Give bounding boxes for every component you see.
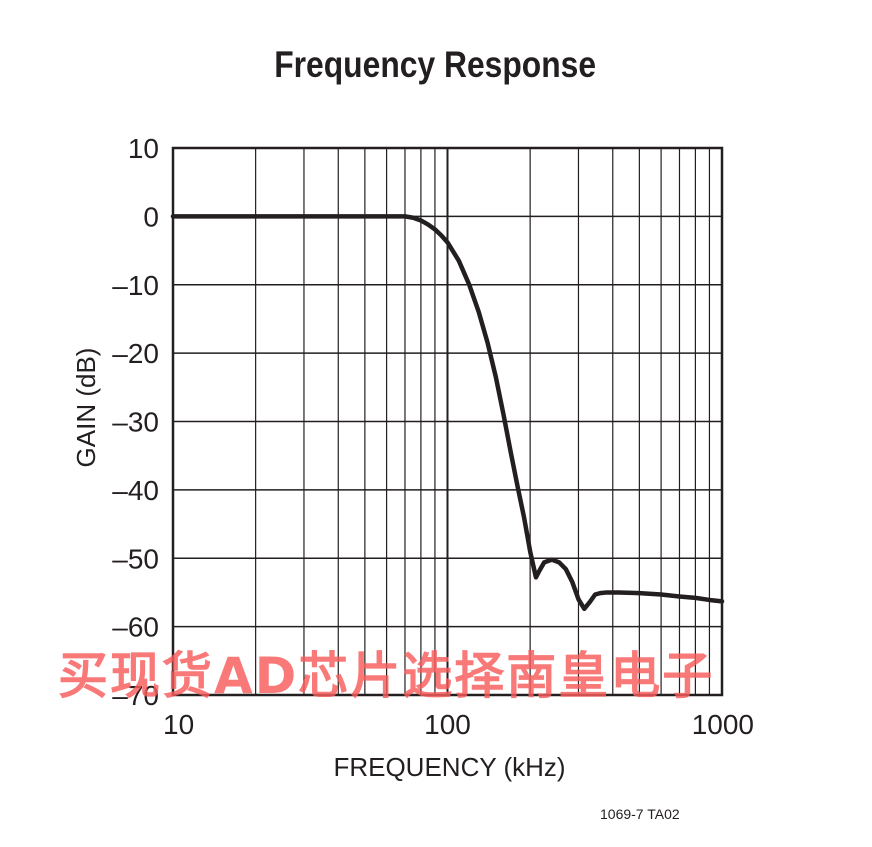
x-tick-label: 1000 <box>692 709 754 740</box>
chart-grid <box>173 148 722 695</box>
y-tick-label: –60 <box>112 612 159 643</box>
x-tick-label: 100 <box>424 709 471 740</box>
y-tick-label: –50 <box>112 543 159 574</box>
figure-id: 1069-7 TA02 <box>600 806 680 822</box>
y-tick-labels: 10 0 –10 –20 –30 –40 –50 –60 –70 <box>112 133 159 711</box>
x-tick-labels: 10 100 1000 <box>163 709 754 740</box>
plot-frame <box>171 146 724 697</box>
y-tick-label: –30 <box>112 407 159 438</box>
y-tick-label: –10 <box>112 270 159 301</box>
y-tick-label: 0 <box>143 201 159 232</box>
watermark-text: 买现货AD芯片选择南皇电子 <box>58 647 715 705</box>
y-tick-label: –40 <box>112 475 159 506</box>
y-tick-label: –70 <box>112 680 159 711</box>
y-tick-label: –20 <box>112 338 159 369</box>
x-tick-label: 10 <box>163 709 194 740</box>
y-axis-label: GAIN (dB) <box>71 348 101 468</box>
y-tick-label: 10 <box>128 133 159 164</box>
gain-curve <box>170 214 725 612</box>
chart-title: Frequency Response <box>274 44 597 85</box>
x-axis-label: FREQUENCY (kHz) <box>333 752 565 782</box>
